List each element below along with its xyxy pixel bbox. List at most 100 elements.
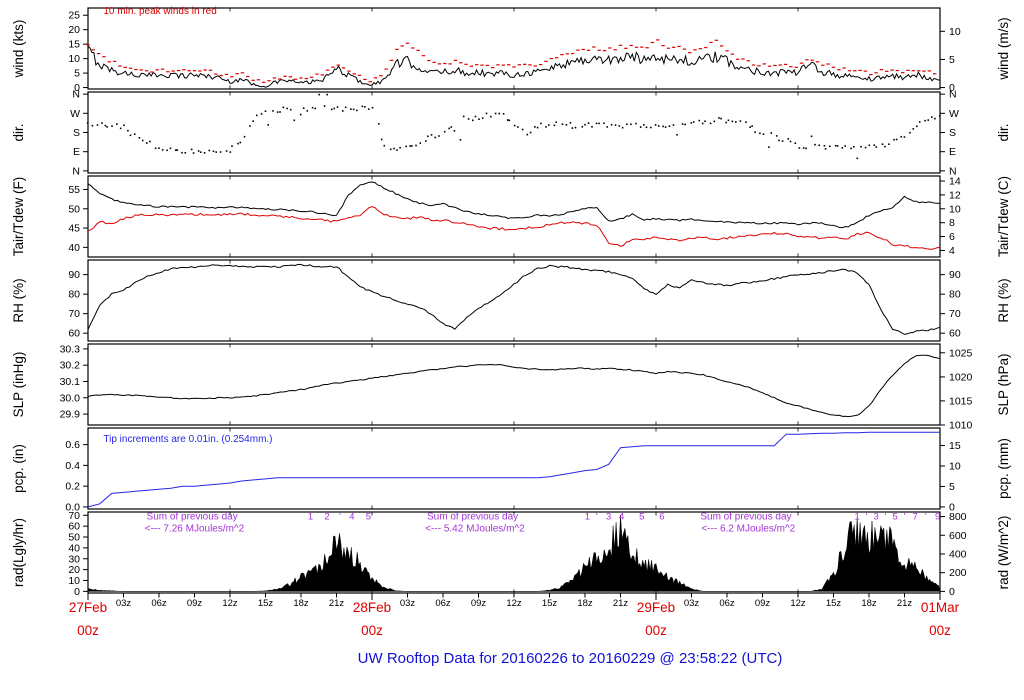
series-wind_dir_deg-dot [521, 128, 524, 131]
series-wind_dir_deg-dot [536, 126, 539, 129]
tick-label-left-dir: N [72, 89, 80, 101]
tick-label-left-rh: 70 [68, 308, 80, 320]
series-wind_dir_deg-dot [279, 111, 281, 113]
series-wind_dir_deg-dot [787, 138, 790, 140]
series-wind_dir_deg-dot [333, 107, 335, 110]
series-rh_pct [87, 263, 941, 335]
series-wind_dir_deg-dot [545, 126, 547, 128]
series-wind_dir_deg-dot [672, 124, 675, 126]
series-wind_dir_deg-dot [311, 106, 314, 109]
series-wind_dir_deg-dot [639, 126, 642, 128]
tick-label-left-rad: 20 [68, 564, 80, 576]
series-wind_dir_deg-dot [888, 143, 890, 145]
series-wind_dir_deg-dot [630, 123, 632, 126]
series-wind_dir_deg-dot [467, 118, 470, 120]
x-hour-label: 18z [861, 598, 877, 609]
tick-label-right-dir: N [949, 89, 957, 101]
x-hour-label: 18z [293, 598, 309, 609]
tick-label-left-rh: 60 [68, 328, 80, 340]
series-wind_dir_deg-dot [459, 139, 462, 141]
series-wind_dir_deg-dot [474, 115, 477, 118]
axis-label-right-slp: SLP (hPa) [996, 353, 1011, 415]
series-wind_dir_deg-dot [931, 116, 933, 118]
tick-label-right-rh: 80 [949, 289, 961, 301]
mj-accumulation-mark: 2 [324, 512, 329, 523]
series-wind_dir_deg-dot [868, 144, 871, 147]
series-wind_dir_deg-dot [490, 115, 492, 118]
series-wind_dir_deg-dot [448, 127, 450, 130]
series-wind_dir_deg-dot [565, 124, 568, 126]
series-wind_dir_deg-dot [399, 146, 401, 149]
mj-accumulation-mark: ' [596, 512, 598, 523]
series-wind_dir_deg-dot [657, 125, 660, 127]
tick-label-left-slp: 30.1 [60, 376, 81, 388]
series-wind_dir_deg-dot [127, 129, 129, 132]
series-wind_dir_deg-dot [698, 119, 701, 122]
mj-accumulation-mark: 4 [349, 512, 354, 523]
series-wind_dir_deg-dot [934, 117, 936, 120]
panel-rad: 0102030405060700200400600800rad(Lgly/hr)… [11, 510, 1011, 598]
series-tdew_f [87, 206, 941, 250]
series-wind_dir_deg-dot [720, 117, 722, 120]
tick-label-right-rh: 70 [949, 308, 961, 320]
series-wind_dir_deg-dot [361, 105, 364, 108]
series-wind_dir_deg-dot [344, 106, 347, 109]
series-wind_dir_deg-dot [239, 141, 242, 144]
series-wind_dir_deg-dot [453, 130, 456, 132]
series-wind_dir_deg-dot [86, 122, 89, 124]
series-wind_dir_deg-dot [149, 140, 151, 143]
x-day-label-date: 29Feb [637, 600, 675, 615]
series-wind_dir_deg-dot [101, 122, 103, 124]
tick-label-left-rad: 10 [68, 575, 80, 587]
tick-label-right-slp: 1025 [949, 347, 973, 359]
series-wind_dir_deg-dot [119, 127, 122, 130]
series-wind_dir_deg-dot [895, 138, 898, 141]
series-wind_dir_deg-dot [176, 149, 179, 151]
series-wind_dir_deg-dot [146, 142, 148, 144]
tick-label-left-slp: 30.0 [60, 392, 81, 404]
series-wind_dir_deg-dot [610, 123, 613, 126]
series-wind_dir_deg-dot [181, 151, 183, 154]
tick-label-right-slp: 1015 [949, 395, 973, 407]
series-wind_dir_deg-dot [478, 118, 480, 120]
panel-border [87, 343, 941, 426]
series-wind_dir_deg-dot [272, 110, 274, 112]
tick-label-right-pcp: 15 [949, 440, 961, 452]
panel-border [87, 259, 941, 342]
series-wind_dir_deg-dot [199, 151, 202, 153]
series-wind_dir_deg-dot [704, 120, 706, 123]
series-wind_dir_deg-dot [494, 112, 497, 115]
x-hour-label: 06z [719, 598, 735, 609]
panel-border [87, 91, 941, 174]
series-wind_dir_deg-dot [924, 119, 926, 122]
series-wind_dir_deg-dot [419, 142, 422, 144]
tick-label-right-dir: S [949, 127, 956, 139]
series-wind_dir_deg-dot [393, 147, 395, 150]
series-wind_dir_deg-dot [873, 144, 876, 146]
series-wind_dir_deg-dot [293, 119, 296, 122]
mj-accumulation-mark: 1 [308, 512, 313, 523]
axis-label-left-temp: Tair/Tdew (F) [11, 177, 26, 257]
x-hour-label: 06z [151, 598, 167, 609]
series-wind_dir_deg-dot [805, 147, 807, 150]
series-wind_dir_deg-dot [829, 145, 831, 148]
series-wind_dir_deg-dot [553, 124, 556, 127]
tick-label-left-dir: W [70, 108, 80, 120]
tick-label-right-temp: 12 [949, 189, 961, 201]
series-wind_dir_deg-dot [192, 152, 195, 154]
mj-accumulation-mark: ' [925, 512, 927, 523]
series-wind_dir_deg-dot [561, 123, 564, 125]
series-rad_ly_hr [87, 514, 941, 592]
tick-label-right-pcp: 0 [949, 501, 955, 513]
tick-label-right-temp: 14 [949, 176, 961, 188]
mj-accumulation-mark: 1 [585, 512, 590, 523]
series-wind_dir_deg-dot [141, 139, 144, 142]
tick-label-left-wind: 25 [68, 10, 80, 22]
mj-accumulation-mark: 7 [913, 512, 918, 523]
series-wind_dir_deg-dot [302, 107, 305, 109]
series-wind_dir_deg-dot [96, 124, 99, 126]
series-wind_dir_deg-dot [775, 135, 778, 137]
series-wind_dir_deg-dot [356, 109, 358, 112]
chart-title: UW Rooftop Data for 20160226 to 20160229… [358, 650, 783, 667]
series-wind_dir_deg-dot [614, 124, 617, 126]
